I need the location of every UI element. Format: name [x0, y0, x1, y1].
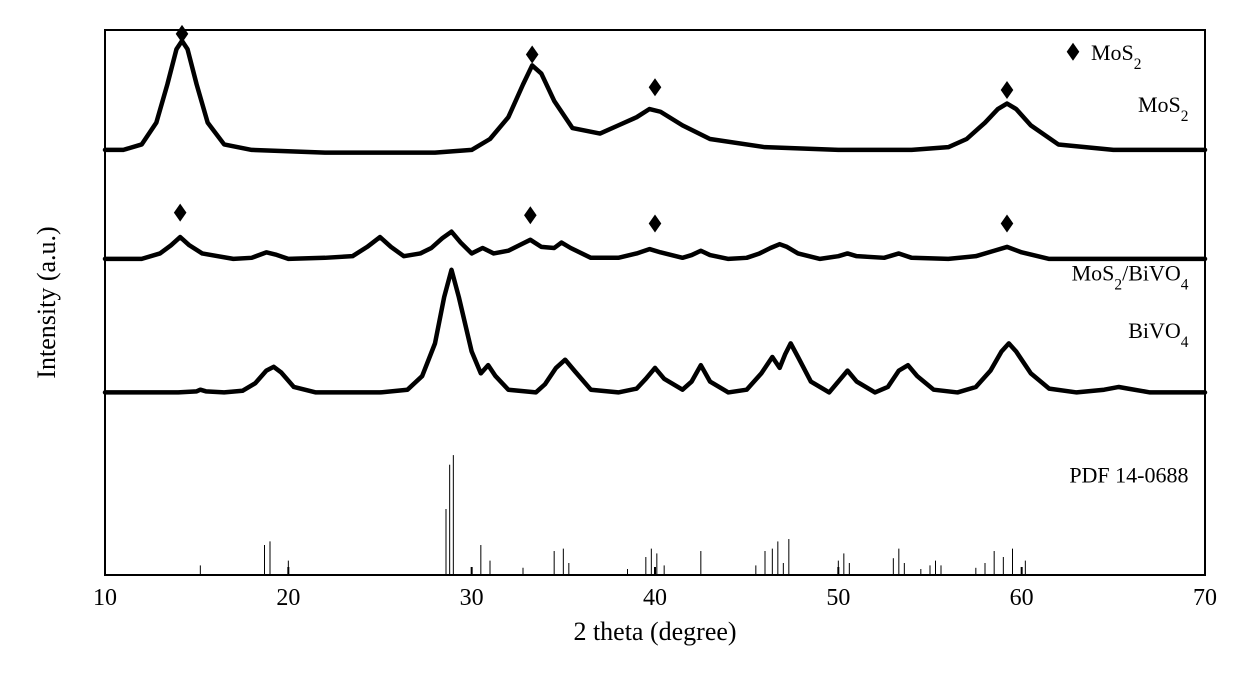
diamond-marker — [1001, 81, 1014, 99]
diamond-marker — [649, 78, 662, 96]
xrd-curve-BiVO4 — [105, 270, 1205, 393]
series-label-BiVO4: BiVO4 — [1128, 318, 1189, 351]
x-tick-label: 10 — [93, 585, 117, 611]
legend-label: MoS2 — [1091, 40, 1142, 73]
diamond-marker — [176, 25, 189, 43]
xrd-curve-MoS2/BiVO4 — [105, 232, 1205, 259]
x-tick-label: 50 — [826, 585, 850, 611]
diamond-marker — [649, 214, 662, 232]
series-label-MoS2: MoS2 — [1138, 92, 1189, 125]
x-tick-label: 40 — [643, 585, 667, 611]
xrd-curve-MoS2 — [105, 41, 1205, 153]
x-tick-label: 20 — [276, 585, 300, 611]
x-tick-label: 60 — [1010, 585, 1034, 611]
xrd-chart: 10 20 30 40 50 60 70 2 theta (degree) Intensity … — [20, 20, 1220, 655]
diamond-marker — [524, 206, 537, 224]
chart-svg: 10 20 30 40 50 60 70 2 theta (degree) Intensity … — [20, 20, 1220, 655]
legend-diamond-icon — [1067, 43, 1080, 61]
x-tick-label: 30 — [460, 585, 484, 611]
y-axis-label: Intensity (a.u.) — [32, 226, 61, 378]
diamond-marker — [174, 204, 187, 222]
diamond-marker — [526, 46, 539, 64]
x-axis-label: 2 theta (degree) — [573, 617, 736, 646]
pdf-label: PDF 14-0688 — [1069, 462, 1188, 487]
x-tick-label: 70 — [1193, 585, 1217, 611]
series-label-MoS2/BiVO4: MoS2/BiVO4 — [1072, 261, 1189, 294]
diamond-marker — [1001, 214, 1014, 232]
